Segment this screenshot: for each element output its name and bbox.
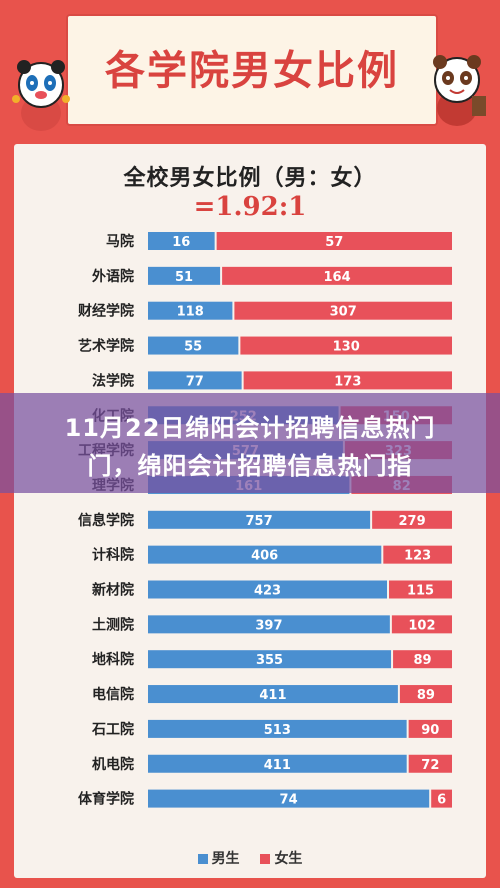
bar-female <box>399 685 452 704</box>
data-label-female: 173 <box>334 374 361 389</box>
bar-female <box>393 650 452 669</box>
data-label-male: 397 <box>255 618 282 633</box>
headline-overlay: 11月22日绵阳会计招聘信息热门 门，绵阳会计招聘信息热门指 <box>0 393 500 493</box>
bar-female <box>216 232 452 250</box>
title-card: 各学院男女比例 <box>66 14 438 126</box>
panda-mascot-left-icon <box>12 60 70 131</box>
data-label-female: 57 <box>325 235 343 250</box>
data-label-male: 118 <box>177 305 204 320</box>
ratio-value: =1.92:1 <box>193 192 307 222</box>
panda-mascot-right-icon <box>433 55 486 126</box>
data-label-male: 411 <box>264 758 291 773</box>
data-label-female: 89 <box>417 688 435 703</box>
bar-male <box>148 266 221 285</box>
data-label-male: 77 <box>186 374 204 389</box>
bar-female <box>240 336 452 355</box>
headline-line-1: 11月22日绵阳会计招聘信息热门 <box>64 414 436 442</box>
data-label-male: 355 <box>256 653 283 668</box>
category-label: 法学院 <box>92 372 134 389</box>
data-label-male: 757 <box>245 514 272 529</box>
bar-male <box>148 719 407 738</box>
data-label-female: 164 <box>323 270 350 285</box>
chart-subtitle: 全校男女比例（男：女） <box>123 166 377 191</box>
bar-female <box>243 371 452 390</box>
legend-item-female: 女生 <box>260 848 302 868</box>
data-label-female: 115 <box>407 584 434 599</box>
legend-label-female: 女生 <box>274 851 303 867</box>
legend-swatch-female <box>260 854 271 864</box>
data-label-female: 102 <box>408 618 435 633</box>
data-label-female: 89 <box>413 653 431 668</box>
data-label-male: 16 <box>172 235 190 250</box>
page-title: 各学院男女比例 <box>105 48 399 94</box>
legend-item-male: 男生 <box>197 848 240 868</box>
category-label: 石工院 <box>91 721 134 738</box>
category-label: 计科院 <box>92 547 134 564</box>
bar-female <box>391 615 452 634</box>
data-label-female: 72 <box>421 758 439 773</box>
bar-male <box>148 301 233 320</box>
category-label: 外语院 <box>92 268 134 285</box>
data-label-female: 130 <box>333 340 360 355</box>
chart-legend: 男生 女生 <box>0 848 500 868</box>
bar-male <box>148 580 388 599</box>
data-label-female: 279 <box>398 514 425 529</box>
bar-male <box>148 685 398 704</box>
data-label-male: 74 <box>280 793 298 808</box>
data-label-male: 406 <box>251 549 278 564</box>
bar-male <box>148 510 371 529</box>
category-label: 地科院 <box>92 651 134 668</box>
bar-female <box>383 545 452 564</box>
bar-male <box>148 789 430 808</box>
category-label: 新材院 <box>92 582 134 599</box>
headline-line-2: 门，绵阳会计招聘信息热门指 <box>87 452 413 480</box>
category-label: 体育学院 <box>78 791 134 808</box>
bar-male <box>148 650 392 669</box>
bar-female <box>431 789 452 808</box>
data-label-female: 6 <box>437 793 446 808</box>
bar-male <box>148 232 215 250</box>
data-label-male: 51 <box>175 270 193 285</box>
data-label-female: 307 <box>330 305 357 320</box>
data-label-male: 423 <box>254 584 281 599</box>
category-label: 财经学院 <box>77 303 134 320</box>
bar-female <box>408 754 452 773</box>
bar-female <box>389 580 452 599</box>
bar-male <box>148 336 239 355</box>
bar-male <box>148 615 390 634</box>
legend-swatch-male <box>197 854 208 864</box>
bar-female <box>408 719 452 738</box>
legend-label-male: 男生 <box>211 851 240 867</box>
data-label-male: 55 <box>184 340 202 355</box>
bar-female <box>234 301 452 320</box>
bar-male <box>148 371 242 390</box>
category-label: 艺术学院 <box>78 338 134 355</box>
data-label-male: 513 <box>264 723 291 738</box>
category-label: 马院 <box>106 233 134 250</box>
bar-male <box>148 754 407 773</box>
data-label-male: 411 <box>259 688 286 703</box>
bar-male <box>148 545 382 564</box>
data-label-female: 123 <box>404 549 431 564</box>
category-label: 土测院 <box>92 616 134 633</box>
data-label-female: 90 <box>421 723 439 738</box>
category-label: 机电院 <box>92 756 134 773</box>
bar-female <box>372 510 452 529</box>
category-label: 信息学院 <box>78 512 134 529</box>
bar-female <box>222 266 452 285</box>
category-label: 电信院 <box>92 686 134 703</box>
